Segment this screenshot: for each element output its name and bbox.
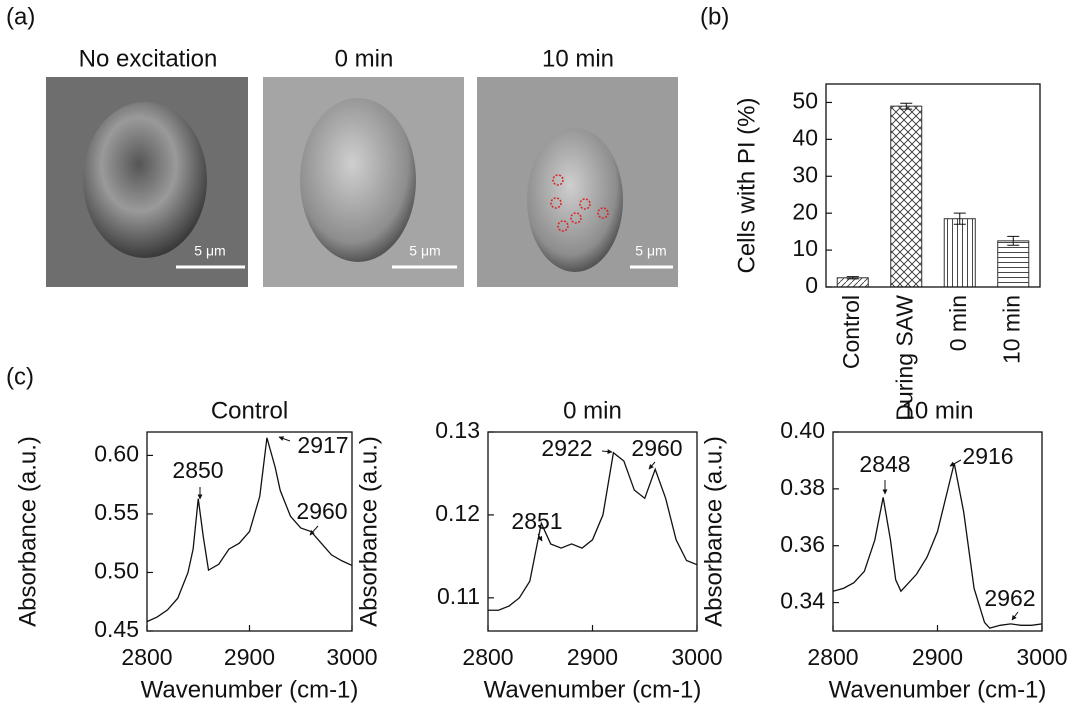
panel-label: (a) bbox=[6, 3, 35, 30]
spectrum-line bbox=[832, 463, 1043, 629]
x-tick-label: 3000 bbox=[671, 644, 722, 670]
y-tick-label: 0.36 bbox=[780, 531, 825, 557]
x-tick-label: 2800 bbox=[462, 644, 513, 670]
y-axis-label: Absorbance (a.u.) bbox=[14, 436, 41, 627]
y-tick-label: 0.13 bbox=[435, 417, 480, 443]
image-title: 0 min bbox=[335, 45, 394, 72]
peak-label: 2922 bbox=[541, 435, 592, 461]
bar bbox=[997, 240, 1030, 288]
micrograph: 5 μm bbox=[46, 77, 248, 287]
x-tick-label: 2800 bbox=[807, 644, 858, 670]
peak-label: 2962 bbox=[984, 585, 1035, 611]
peak-label: 2960 bbox=[631, 435, 682, 461]
y-tick-label: 20 bbox=[792, 198, 818, 224]
peak-arrow bbox=[1011, 611, 1019, 621]
x-axis-label: Wavenumber (cm-1) bbox=[141, 676, 359, 703]
x-tick-label: During SAW bbox=[891, 295, 917, 421]
error-bar bbox=[953, 212, 966, 225]
y-tick-label: 0 bbox=[805, 272, 818, 298]
x-axis-label: Wavenumber (cm-1) bbox=[484, 676, 702, 703]
y-tick-label: 0.38 bbox=[780, 474, 825, 500]
scale-bar-label: 5 μm bbox=[635, 243, 666, 259]
x-tick-label: Control bbox=[838, 295, 864, 369]
bar bbox=[943, 218, 976, 288]
error-bar bbox=[1007, 235, 1020, 246]
image-title: No excitation bbox=[79, 45, 218, 72]
scale-bar-label: 5 μm bbox=[194, 243, 225, 259]
plot-frame bbox=[832, 431, 1043, 632]
x-tick-label: 0 min bbox=[945, 295, 971, 351]
y-axis-label: Cells with PI (%) bbox=[733, 97, 760, 273]
peak-label: 2916 bbox=[962, 443, 1013, 469]
x-axis-label: Wavenumber (cm-1) bbox=[829, 676, 1047, 703]
y-tick-label: 10 bbox=[792, 235, 818, 261]
y-tick-label: 0.45 bbox=[94, 616, 139, 642]
bar bbox=[890, 105, 923, 288]
error-bar bbox=[900, 102, 913, 110]
spectrum-line bbox=[488, 451, 698, 611]
peak-label: 2960 bbox=[296, 498, 347, 524]
y-tick-label: 50 bbox=[792, 88, 818, 114]
micrograph: 5 μm bbox=[477, 77, 678, 287]
image-title: 10 min bbox=[542, 45, 614, 72]
x-tick-label: 3000 bbox=[326, 644, 377, 670]
y-tick-label: 0.12 bbox=[435, 500, 480, 526]
micrograph: 5 μm bbox=[263, 77, 464, 287]
y-tick-label: 30 bbox=[792, 161, 818, 187]
y-tick-label: 0.60 bbox=[94, 440, 139, 466]
x-tick-label: 2900 bbox=[567, 644, 618, 670]
peak-label: 2917 bbox=[297, 432, 348, 458]
peak-arrow bbox=[537, 533, 543, 542]
y-tick-label: 0.50 bbox=[94, 558, 139, 584]
panel-label: (c) bbox=[6, 363, 34, 390]
chart-title: Control bbox=[211, 397, 288, 424]
chart-title: 0 min bbox=[563, 397, 622, 424]
peak-arrow bbox=[601, 449, 613, 455]
peak-label: 2848 bbox=[859, 451, 910, 477]
scale-bar-label: 5 μm bbox=[409, 243, 440, 259]
peak-label: 2851 bbox=[511, 508, 562, 534]
x-tick-label: 2900 bbox=[224, 644, 275, 670]
x-tick-label: 10 min bbox=[998, 295, 1024, 364]
peak-arrow bbox=[278, 436, 291, 442]
peak-arrow bbox=[949, 459, 962, 467]
y-axis-label: Absorbance (a.u.) bbox=[700, 436, 727, 627]
plot-frame bbox=[487, 431, 698, 632]
panel-label: (b) bbox=[700, 3, 729, 30]
x-tick-label: 2900 bbox=[912, 644, 963, 670]
y-tick-label: 0.55 bbox=[94, 499, 139, 525]
y-tick-label: 0.34 bbox=[780, 588, 825, 614]
chart-title: 10 min bbox=[901, 397, 973, 424]
error-bar bbox=[846, 276, 859, 280]
y-tick-label: 40 bbox=[792, 124, 818, 150]
x-tick-label: 2800 bbox=[121, 644, 172, 670]
y-tick-label: 0.40 bbox=[780, 417, 825, 443]
plot-frame bbox=[146, 431, 353, 632]
plot-frame bbox=[825, 83, 1041, 288]
x-tick-label: 3000 bbox=[1016, 644, 1067, 670]
peak-label: 2850 bbox=[172, 457, 223, 483]
y-axis-label: Absorbance (a.u.) bbox=[355, 436, 382, 627]
peak-arrow bbox=[309, 525, 319, 536]
peak-arrow bbox=[648, 461, 656, 470]
y-tick-label: 0.11 bbox=[437, 583, 480, 609]
